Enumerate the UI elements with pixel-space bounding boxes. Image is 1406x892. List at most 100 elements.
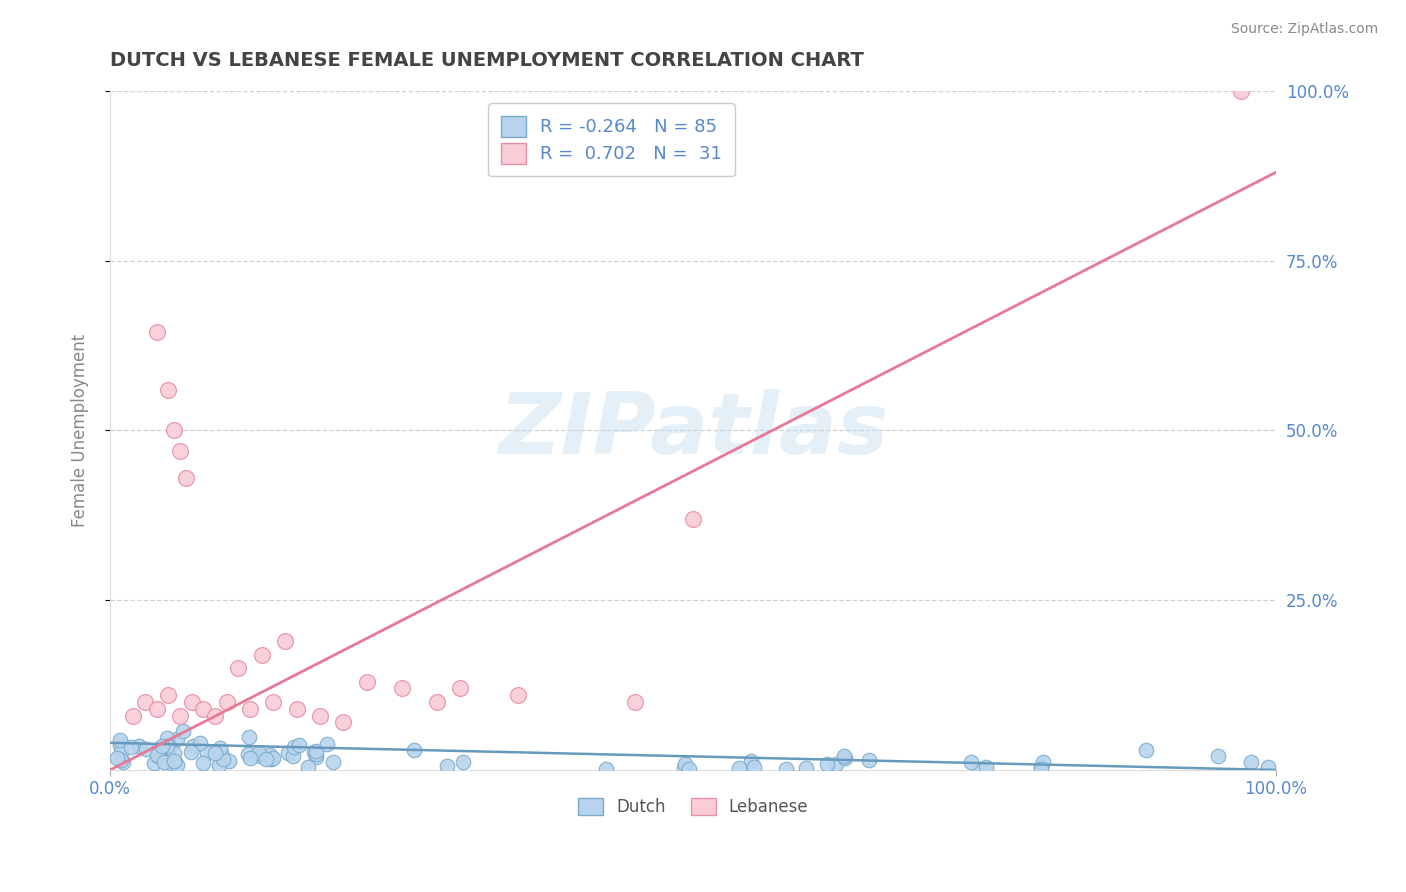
Point (356, 674, 378, 689)
Point (436, 758, 458, 772)
Point (183, 739, 205, 753)
Text: ZIPatlas: ZIPatlas (498, 389, 889, 472)
Point (188, 736, 211, 750)
Point (150, 739, 173, 753)
Point (169, 443, 191, 458)
Point (146, 749, 169, 764)
Point (260, 752, 283, 766)
Point (128, 739, 150, 754)
Point (204, 746, 226, 760)
Point (391, 681, 413, 696)
Point (425, 695, 447, 709)
Point (247, 746, 270, 760)
Point (775, 762, 797, 776)
Point (322, 755, 344, 769)
Point (302, 745, 325, 759)
Point (209, 746, 232, 760)
Point (673, 757, 696, 772)
Point (145, 325, 167, 339)
Point (1031, 759, 1053, 773)
Point (1032, 755, 1054, 769)
Point (249, 748, 271, 763)
Point (259, 747, 281, 762)
Point (146, 747, 169, 762)
Point (794, 761, 817, 775)
Point (239, 751, 262, 765)
Point (262, 751, 284, 765)
Point (143, 756, 166, 770)
Point (228, 661, 250, 675)
Point (180, 695, 202, 709)
Point (169, 708, 191, 723)
Point (1230, 84, 1253, 98)
Point (120, 739, 142, 754)
Point (288, 738, 311, 752)
Point (832, 748, 855, 763)
Point (250, 648, 273, 662)
Point (208, 757, 231, 772)
Point (122, 708, 145, 723)
Point (285, 702, 308, 716)
Point (404, 743, 426, 757)
Point (110, 745, 132, 759)
Point (218, 755, 240, 769)
Point (595, 762, 617, 776)
Text: Source: ZipAtlas.com: Source: ZipAtlas.com (1230, 22, 1378, 37)
Point (332, 715, 354, 730)
Point (277, 746, 299, 760)
Point (238, 730, 260, 744)
Point (172, 724, 194, 739)
Point (166, 758, 188, 772)
Point (316, 738, 339, 752)
Point (1206, 748, 1229, 763)
Point (974, 760, 997, 774)
Point (623, 695, 645, 709)
Point (274, 634, 297, 648)
Point (254, 752, 277, 766)
Point (858, 753, 880, 767)
Text: DUTCH VS LEBANESE FEMALE UNEMPLOYMENT CORRELATION CHART: DUTCH VS LEBANESE FEMALE UNEMPLOYMENT CO… (110, 51, 863, 70)
Point (309, 708, 332, 723)
Point (215, 695, 238, 709)
Point (111, 755, 134, 769)
Point (108, 738, 131, 752)
Point (453, 755, 475, 769)
Point (166, 732, 188, 747)
Point (135, 742, 157, 756)
Point (162, 746, 184, 760)
Point (157, 383, 180, 397)
Point (134, 695, 156, 709)
Point (297, 759, 319, 773)
Point (236, 747, 259, 761)
Point (157, 739, 180, 754)
Point (1257, 760, 1279, 774)
Point (834, 751, 856, 765)
Point (508, 688, 530, 702)
Point (742, 759, 765, 773)
Point (160, 756, 183, 771)
Point (1135, 742, 1157, 756)
Point (174, 471, 197, 485)
Point (959, 755, 981, 769)
Point (304, 747, 326, 762)
Point (212, 752, 235, 766)
Point (108, 733, 131, 747)
Point (728, 761, 751, 775)
Point (678, 762, 700, 776)
Point (305, 749, 328, 764)
Point (163, 755, 186, 769)
Point (449, 681, 471, 696)
Point (162, 754, 184, 768)
Point (180, 745, 202, 759)
Point (163, 423, 186, 437)
Point (283, 739, 305, 754)
Point (148, 744, 170, 758)
Point (208, 741, 231, 756)
Point (682, 511, 704, 525)
Point (193, 702, 215, 716)
Point (815, 756, 838, 771)
Point (152, 755, 174, 769)
Point (193, 756, 215, 770)
Point (204, 708, 226, 723)
Point (969, 762, 991, 776)
